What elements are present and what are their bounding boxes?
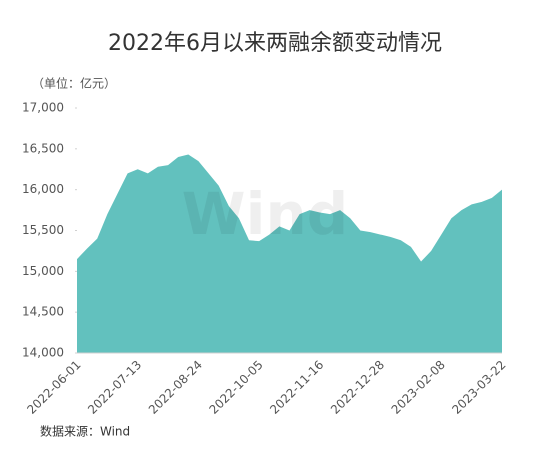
y-tick-label: 14,500 [22,305,64,319]
y-tick-label: 15,000 [22,264,64,278]
y-tick-label: 15,500 [22,223,64,237]
x-tick-label: 2023-02-08 [389,358,448,417]
x-tick-label: 2023-03-22 [449,358,508,417]
x-tick-label: 2022-12-28 [328,358,387,417]
y-tick-label: 14,000 [22,346,64,360]
x-tick-label: 2022-10-05 [207,358,266,417]
y-tick-label: 17,000 [22,101,64,115]
area [77,154,502,353]
chart-title: 2022年6月以来两融余额变动情况 [108,31,442,56]
source-note: 数据来源：Wind [40,424,130,439]
x-tick-label: 2022-08-24 [146,358,205,417]
x-tick-label: 2022-11-16 [267,358,326,417]
y-tick-label: 16,500 [22,141,64,155]
watermark: Wind [182,180,349,248]
x-tick-label: 2022-06-01 [24,358,83,417]
unit-label: （单位：亿元） [32,76,116,91]
y-tick-label: 16,000 [22,182,64,196]
x-tick-label: 2022-07-13 [85,358,144,417]
